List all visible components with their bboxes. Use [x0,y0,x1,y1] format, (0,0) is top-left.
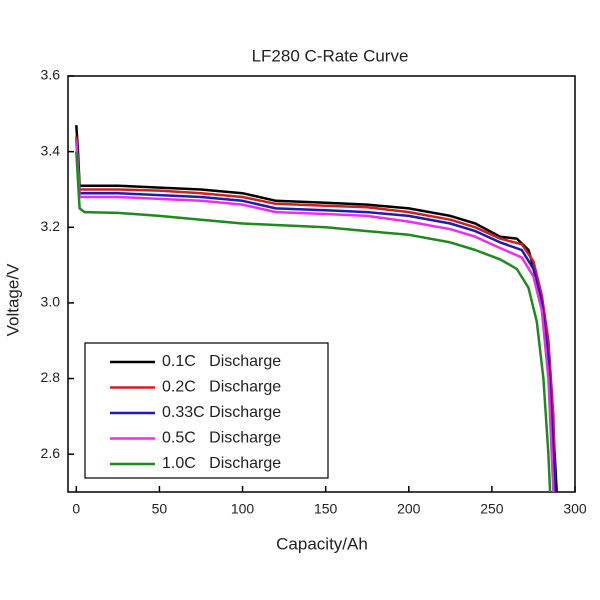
y-tick-label: 2.8 [41,369,61,385]
x-tick-label: 250 [480,501,504,517]
series-line [75,136,557,492]
x-axis-label: Capacity/Ah [276,534,368,553]
y-tick-label: 3.6 [41,67,61,83]
y-axis-label: Voltage/V [3,263,22,336]
legend-label: 0.1C Discharge [162,353,281,370]
legend-box [84,342,329,479]
legend-label: 1.0C Discharge [162,455,281,472]
series-line [75,140,557,492]
y-tick-label: 3.0 [41,294,61,310]
series-line [75,151,552,492]
legend-label: 0.5C Discharge [162,430,281,447]
chart-title: LF280 C-Rate Curve [252,46,409,65]
plot-frame [67,75,576,493]
y-tick-label: 3.4 [41,142,61,158]
x-tick-label: 100 [231,501,255,517]
legend-label: 0.2C Discharge [162,379,281,396]
x-tick-label: 150 [314,501,338,517]
series-line [75,140,555,492]
y-tick-label: 3.2 [41,218,61,234]
x-tick-label: 200 [397,501,421,517]
x-tick-label: 0 [72,501,80,517]
x-tick-label: 300 [563,501,587,517]
x-tick-label: 50 [152,501,168,517]
legend-label: 0.33C Discharge [162,404,281,421]
y-tick-label: 2.6 [41,445,61,461]
